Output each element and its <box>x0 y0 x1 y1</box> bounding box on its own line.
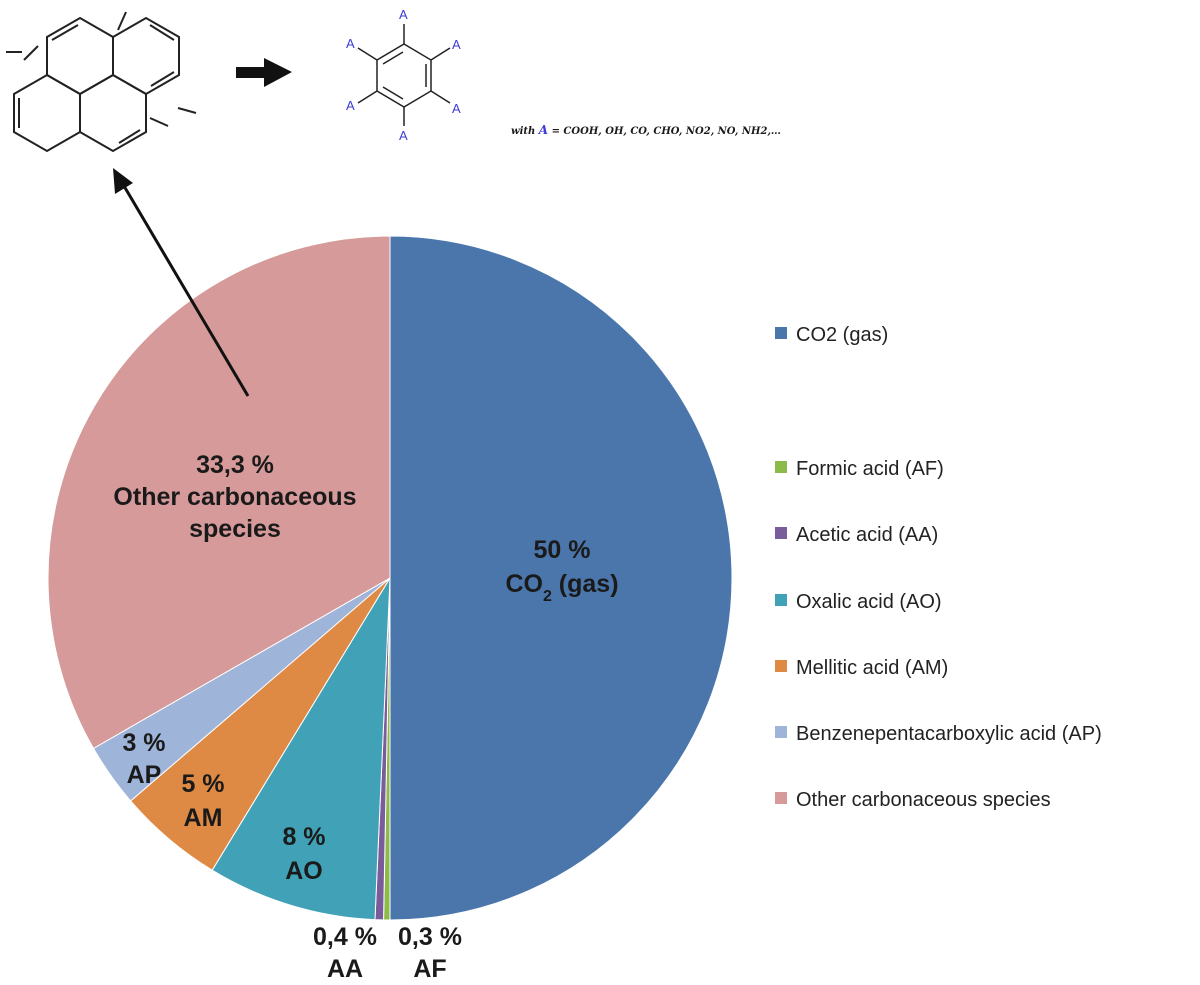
legend-label: Oxalic acid (AO) <box>796 591 942 613</box>
legend-swatch <box>775 327 787 339</box>
slice-label-am: 5 % AM <box>181 770 224 832</box>
polyaromatic-structure <box>6 11 197 153</box>
substituent-label: A <box>452 101 461 116</box>
pie-slice-ao <box>211 577 391 921</box>
legend-item-ao: Oxalic acid (AO) <box>775 591 942 613</box>
legend-swatch <box>775 461 787 473</box>
substituent-label: A <box>346 98 355 113</box>
legend-label: Formic acid (AF) <box>796 458 944 480</box>
legend-swatch <box>775 726 787 738</box>
slice-label-aa: 0,4 % AA <box>313 923 377 983</box>
legend-swatch <box>775 527 787 539</box>
formula-list: = COOH, OH, CO, CHO, NO2, NO, NH2,… <box>548 126 781 137</box>
legend-swatch <box>775 792 787 804</box>
slice-labels: 50 % CO2 (gas) 0,3 % AF 0,4 % AA 8 % AO 5 % AM 3 %… <box>113 451 618 983</box>
legend-label: Benzenepentacarboxylic acid (AP) <box>796 723 1102 745</box>
slice-label-co: 50 % CO2 (gas) <box>505 536 618 605</box>
slice-label-af: 0,3 % AF <box>398 923 462 983</box>
legend-item-af: Formic acid (AF) <box>775 458 944 480</box>
formula-variable: A <box>538 123 548 137</box>
benzene-ring-structure: A A A A A A <box>346 7 461 143</box>
legend-swatch <box>775 594 787 606</box>
legend-item-co: CO2 (gas) <box>775 324 888 346</box>
substituent-label: A <box>399 128 408 143</box>
pie-slice-co <box>389 235 733 921</box>
arrow-right-icon <box>236 58 292 87</box>
slice-label-other-carbonaceous: 33,3 % Other carbonaceous species <box>113 451 356 543</box>
legend-label: CO2 (gas) <box>796 324 888 346</box>
legend-swatch <box>775 660 787 672</box>
slice-label-ap: 3 % AP <box>122 729 165 789</box>
legend-label: Acetic acid (AA) <box>796 524 938 546</box>
pie-chart <box>47 235 733 921</box>
legend-label: Mellitic acid (AM) <box>796 657 948 679</box>
substituent-label: A <box>346 36 355 51</box>
slice-label-ao: 8 % AO <box>282 823 325 885</box>
legend-item-am: Mellitic acid (AM) <box>775 657 948 679</box>
legend-item-aa: Acetic acid (AA) <box>775 524 938 546</box>
substituent-label: A <box>452 37 461 52</box>
formula-prefix: with <box>511 126 539 137</box>
legend: CO2 (gas) Formic acid (AF) Acetic acid (AA… <box>775 324 1102 811</box>
substituent-label: A <box>399 7 408 22</box>
legend-item-other-carbonaceous: Other carbonaceous species <box>775 789 1051 811</box>
legend-label: Other carbonaceous species <box>796 789 1051 811</box>
substituent-formula: with A = COOH, OH, CO, CHO, NO2, NO, NH2… <box>511 123 781 137</box>
arrow-up-left-icon <box>113 168 250 397</box>
legend-item-ap: Benzenepentacarboxylic acid (AP) <box>775 723 1102 745</box>
pie-slice-other-carbonaceous <box>47 235 391 750</box>
